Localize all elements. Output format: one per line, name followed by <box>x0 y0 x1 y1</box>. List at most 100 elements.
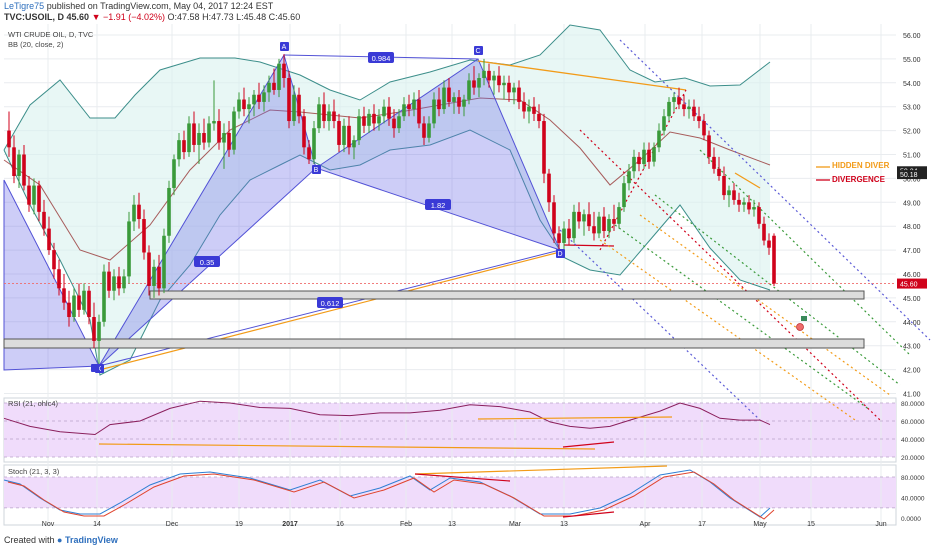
instrument-legend: WTI CRUDE OIL, D, TVC <box>8 30 94 39</box>
tradingview-brand[interactable]: TradingView <box>65 535 118 545</box>
pitchfork-line <box>639 214 891 396</box>
candle-body <box>457 97 461 107</box>
candle-body <box>687 106 691 110</box>
candle-body <box>447 87 451 102</box>
stoch-hidden-line <box>414 465 668 475</box>
high: H:47.73 <box>202 12 234 22</box>
price-tick-label: 52.00 <box>903 129 921 136</box>
time-tick-label: 19 <box>235 521 243 528</box>
stoch-red-line-2 <box>562 511 615 518</box>
pattern-point-label: X <box>97 366 102 373</box>
stoch-tick-label: 40.0000 <box>901 496 925 503</box>
candle-body <box>732 190 736 200</box>
candle-body <box>202 132 206 143</box>
target-flag-icon <box>801 316 807 321</box>
candle-body <box>302 116 306 148</box>
candle-body <box>392 118 396 129</box>
tradingview-logo-icon: ● <box>57 535 63 545</box>
price-tick-label: 45.00 <box>903 296 921 303</box>
hidden-divergence-note: HIDDEN DIVER <box>832 161 890 170</box>
time-tick-label: 13 <box>448 521 456 528</box>
candle-body <box>87 290 91 318</box>
close: C:45.60 <box>268 12 301 22</box>
time-tick-label: 16 <box>336 521 344 528</box>
symbol-line: TVC:USOIL, D 45.60 ▼ −1.91 (−4.02%) O:47… <box>4 12 300 22</box>
rsi-pane <box>3 400 771 450</box>
candle-body <box>747 202 751 210</box>
candle-body <box>767 240 771 248</box>
candle-body <box>422 123 426 138</box>
divergence-note: DIVERGENCE <box>832 175 885 184</box>
candle-body <box>232 111 236 150</box>
candle-body <box>692 106 696 117</box>
candle-body <box>112 276 116 291</box>
candle-body <box>442 87 446 110</box>
candle-body <box>772 235 776 284</box>
candle-body <box>382 106 386 117</box>
stoch-tick-label: 80.0000 <box>901 475 925 482</box>
candle-body <box>307 147 311 160</box>
candle-body <box>262 92 266 102</box>
time-tick-label: May <box>753 521 767 528</box>
candle-body <box>402 104 406 117</box>
candle-body <box>662 116 666 131</box>
candle-body <box>17 154 21 177</box>
candle-body <box>677 97 681 105</box>
candle-body <box>167 187 171 236</box>
candle-body <box>487 70 491 81</box>
candle-body <box>507 82 511 93</box>
time-tick-label: Feb <box>400 521 412 528</box>
candle-body <box>397 116 401 129</box>
candle-body <box>142 219 146 253</box>
harmonic-pattern <box>3 53 830 371</box>
candle-body <box>717 168 721 177</box>
candle-body <box>82 290 86 310</box>
candle-body <box>657 130 661 148</box>
candle-body <box>377 116 381 124</box>
candle-body <box>697 116 701 122</box>
pattern-point-label: B <box>314 167 319 174</box>
candle-body <box>627 171 631 184</box>
price-tick-label: 51.00 <box>903 153 921 160</box>
support-zone-43 <box>3 338 865 349</box>
candle-body <box>12 147 16 177</box>
pattern-point-tag <box>91 364 99 372</box>
price-mark-tag <box>897 170 927 180</box>
candle-body <box>622 183 626 208</box>
pitchfork-channel <box>559 39 931 421</box>
candle-body <box>132 204 136 222</box>
candle-body <box>437 99 441 110</box>
candle-body <box>122 276 126 289</box>
candle-body <box>197 132 201 145</box>
candle-body <box>342 125 346 145</box>
candle-body <box>92 317 96 341</box>
candle-body <box>517 87 521 102</box>
candle-body <box>292 94 296 122</box>
pitchfork-line <box>654 194 901 386</box>
rsi-tick-label: 60.0000 <box>901 419 925 426</box>
candle-body <box>272 82 276 90</box>
candle-body <box>537 113 541 122</box>
candle-body <box>417 99 421 124</box>
chart-labels: A B C D X 0.984 1.82 0.35 0.612 <box>91 42 807 373</box>
candle-body <box>707 135 711 157</box>
candle-body <box>467 80 471 100</box>
rsi-legend: RSI (21, ohlc4) <box>8 399 59 408</box>
candle-body <box>267 82 271 93</box>
candle-body <box>617 207 621 224</box>
candle-body <box>217 121 221 143</box>
candle-body <box>227 132 231 150</box>
candle-body <box>62 288 66 303</box>
author-link[interactable]: LeTigre75 <box>4 1 45 11</box>
time-tick-label: Nov <box>42 521 55 528</box>
symbol: TVC:USOIL, D <box>4 12 64 22</box>
candle-body <box>632 156 636 172</box>
candle-body <box>352 140 356 148</box>
candle-body <box>432 99 436 124</box>
candle-body <box>332 111 336 122</box>
pitchfork-line <box>599 239 856 421</box>
price-tick-label: 54.00 <box>903 81 921 88</box>
candle-body <box>412 99 416 110</box>
price-tick-label: 55.00 <box>903 57 921 64</box>
ratio-tag <box>425 199 451 210</box>
